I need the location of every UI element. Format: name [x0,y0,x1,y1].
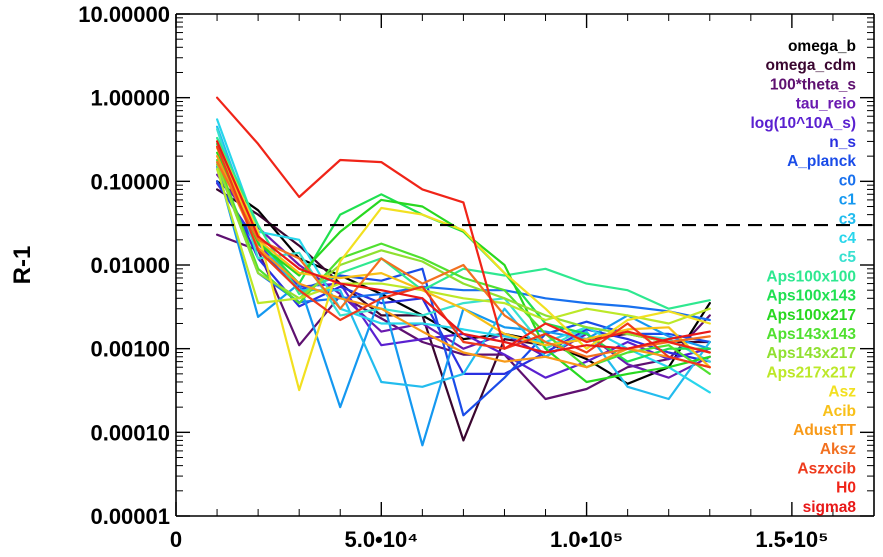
series-line-c1 [216,165,711,447]
legend-entry: sigma8 [803,499,857,516]
series-line-omega-cdm [216,188,711,442]
series-line-asz [216,140,711,392]
y-tick-label: 1.00000 [90,86,170,111]
series-line-tau-reio [216,173,711,379]
series-line-aps143x143 [216,158,711,375]
series-line-aps217x217 [216,168,711,325]
axis-tick-labels: 10.00000 1.00000 0.10000 0.01000 0.00100 0.00… [78,2,828,552]
legend-entry: c1 [839,192,857,209]
x-tick-label: 5.0•10⁴ [344,527,418,552]
x-tick-label: 1.5•10⁵ [755,527,828,552]
axis-ticks [175,13,875,517]
legend-entry: omega_cdm [766,57,856,74]
y-tick-label: 10.00000 [78,2,170,27]
legend: omega_b omega_cdm 100*theta_s tau_reio log(1… [750,38,856,516]
series-line-h0 [216,96,711,354]
series-line-acib [216,146,711,369]
legend-entry: Aps100x217 [766,307,856,324]
series-line-aszxcib [216,145,711,369]
legend-entry: c0 [839,172,856,189]
legend-entry: Aps100x143 [766,288,856,305]
x-tick-label: 1.0•10⁵ [550,527,623,552]
legend-entry: Asz [828,384,856,401]
legend-entry: log(10^10A_s) [750,115,856,132]
x-tick-label: 0 [170,527,182,552]
legend-entry: Aps143x143 [766,326,856,343]
y-tick-label: 0.00001 [90,504,170,529]
series-lines [216,96,711,447]
series-line-aps100x100 [216,136,711,310]
legend-entry: c4 [839,230,857,247]
legend-entry: Aps143x217 [766,345,856,362]
legend-entry: Aksz [820,441,856,458]
y-tick-label: 0.00010 [90,420,170,445]
legend-entry: c5 [839,249,857,266]
series-line-n-s [216,168,711,375]
y-axis-title: R-1 [9,246,36,285]
legend-entry: Aps100x100 [766,268,856,285]
legend-entry: Acib [822,403,856,420]
legend-entry: tau_reio [796,96,856,113]
y-tick-label: 0.00100 [90,337,170,362]
legend-entry: n_s [829,134,856,151]
legend-entry: H0 [836,480,856,497]
legend-entry: Aszxcib [797,460,856,477]
series-line-sigma8 [216,140,711,354]
legend-entry: 100*theta_s [770,76,856,93]
legend-entry: A_planck [787,153,856,170]
legend-entry: c3 [839,211,857,228]
y-tick-label: 0.01000 [90,253,170,278]
y-tick-label: 0.10000 [90,169,170,194]
legend-entry: Aps217x217 [766,364,856,381]
legend-entry: omega_b [788,38,856,55]
legend-entry: AdustTT [793,422,856,439]
series-line-100-theta-s [216,233,711,401]
